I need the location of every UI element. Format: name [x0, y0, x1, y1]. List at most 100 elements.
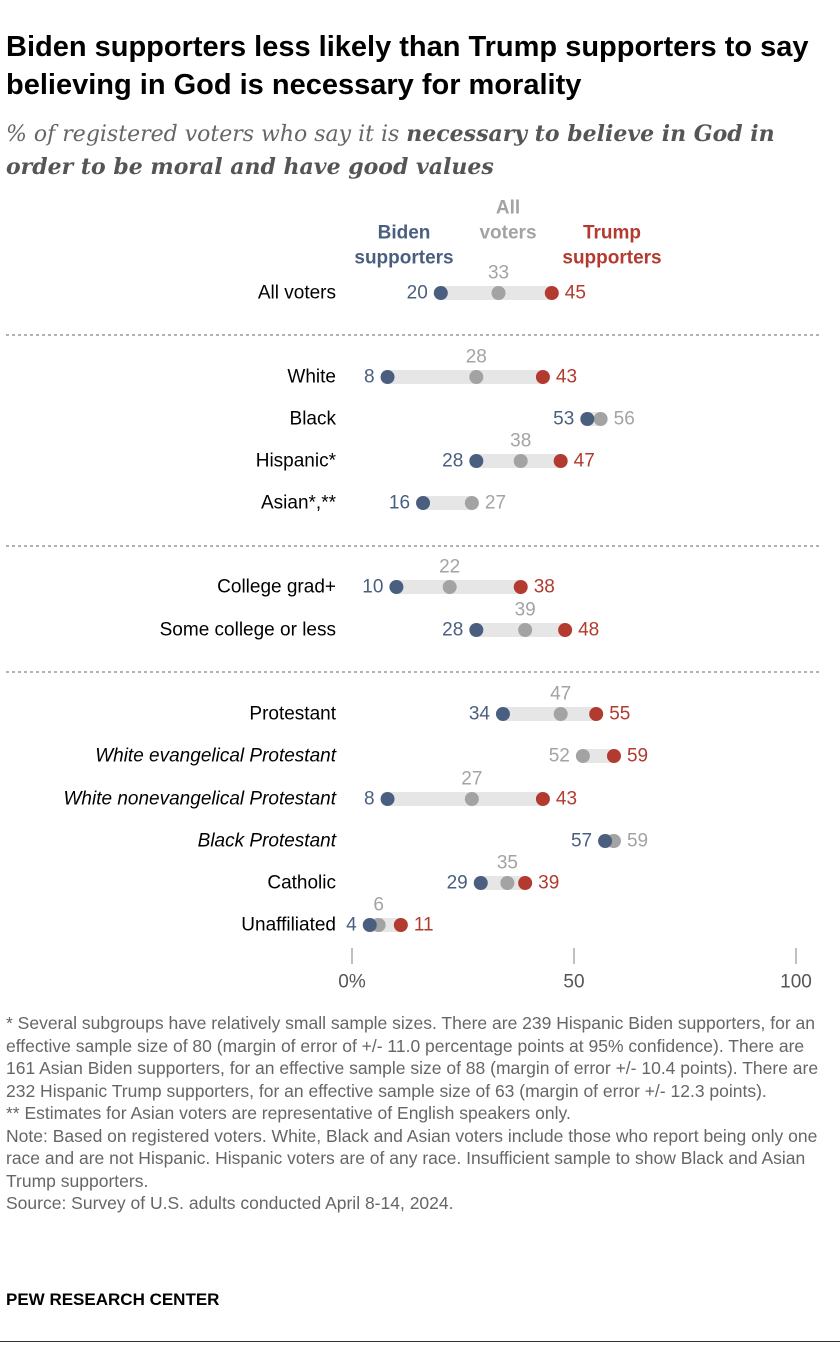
dot-trump-hispanic	[553, 454, 568, 468]
dot-trump-protestant	[589, 707, 604, 721]
dot-trump-unaffiliated	[393, 918, 408, 932]
value-all-catholic: 35	[497, 853, 518, 874]
value-all-college-grad: 22	[439, 557, 460, 578]
row-label-unaffiliated: Unaffiliated	[241, 915, 336, 936]
dot-all-hispanic	[513, 454, 528, 468]
dot-all-all-voters	[491, 286, 506, 300]
row-label-black: Black	[290, 409, 337, 430]
dot-trump-all-voters	[544, 286, 559, 300]
value-biden-college-grad: 10	[362, 577, 383, 598]
value-trump-college-grad: 38	[534, 577, 555, 598]
value-biden-all-voters: 20	[407, 283, 428, 304]
dot-biden-black	[580, 412, 595, 426]
dot-biden-white-nonevangelical-protestant	[380, 792, 395, 806]
dot-all-college-grad	[442, 580, 457, 594]
subtitle-plain: % of registered voters who say it is	[6, 122, 400, 147]
value-all-asian: 27	[485, 493, 506, 514]
value-all-all-voters: 33	[488, 263, 509, 284]
legend-trump-line2: supporters	[562, 248, 661, 269]
row-label-some-college-or-less: Some college or less	[160, 620, 336, 641]
dot-trump-college-grad	[513, 580, 528, 594]
dot-all-asian	[464, 496, 479, 510]
value-all-black: 56	[614, 409, 635, 430]
value-biden-asian: 16	[389, 493, 410, 514]
value-trump-all-voters: 45	[565, 283, 586, 304]
note-general: Note: Based on registered voters. White,…	[6, 1125, 818, 1191]
value-trump-white-evangelical-protestant: 59	[627, 746, 648, 767]
axis-tick-label-50: 50	[563, 972, 584, 993]
row-label-white: White	[287, 367, 336, 388]
dot-trump-some-college-or-less	[558, 623, 573, 637]
dot-biden-white	[380, 370, 395, 384]
axis-tick-label-100: 100	[780, 972, 812, 993]
dot-biden-college-grad	[389, 580, 404, 594]
dot-all-white-nonevangelical-protestant	[464, 792, 479, 806]
value-all-some-college-or-less: 39	[515, 600, 536, 621]
row-label-college-grad: College grad+	[217, 577, 336, 598]
brand-label: PEW RESEARCH CENTER	[6, 1290, 220, 1309]
legend-biden-line2: supporters	[354, 248, 453, 269]
dot-biden-protestant	[495, 707, 510, 721]
dot-biden-unaffiliated	[362, 918, 377, 932]
dot-all-some-college-or-less	[518, 623, 533, 637]
legend-biden-line1: Biden	[378, 223, 431, 244]
value-biden-protestant: 34	[469, 704, 491, 725]
dot-all-white-evangelical-protestant	[575, 749, 590, 763]
value-biden-hispanic: 28	[442, 451, 463, 472]
note-source: Source: Survey of U.S. adults conducted …	[6, 1193, 454, 1213]
subtitle-bold: necessary to believe in God in order to …	[6, 121, 775, 180]
value-trump-some-college-or-less: 48	[578, 620, 599, 641]
value-biden-white-nonevangelical-protestant: 8	[364, 789, 375, 810]
value-all-black-protestant: 59	[627, 831, 648, 852]
row-label-asian: Asian*,**	[261, 493, 337, 514]
dot-biden-hispanic	[469, 454, 484, 468]
value-trump-hispanic: 47	[574, 451, 595, 472]
legend-all-line2: voters	[479, 223, 536, 244]
value-biden-black: 53	[553, 409, 574, 430]
value-biden-white: 8	[364, 367, 375, 388]
dot-biden-all-voters	[433, 286, 448, 300]
dot-biden-catholic	[473, 876, 488, 890]
value-all-white: 28	[466, 347, 487, 368]
value-trump-catholic: 39	[538, 873, 559, 894]
value-biden-some-college-or-less: 28	[442, 620, 463, 641]
dot-trump-catholic	[518, 876, 533, 890]
value-trump-unaffiliated: 11	[414, 915, 434, 936]
value-trump-white-nonevangelical-protestant: 43	[556, 789, 577, 810]
value-trump-protestant: 55	[609, 704, 630, 725]
value-all-white-nonevangelical-protestant: 27	[461, 769, 482, 790]
legend-all-line1: All	[496, 198, 520, 219]
dot-biden-some-college-or-less	[469, 623, 484, 637]
row-label-all-voters: All voters	[258, 283, 336, 304]
value-biden-black-protestant: 57	[571, 831, 592, 852]
dot-all-catholic	[500, 876, 515, 890]
chart-title: Biden supporters less likely than Trump …	[6, 31, 809, 101]
axis-tick-label-0: 0%	[338, 972, 366, 993]
range-bar-white-evangelical-protestant	[582, 749, 614, 763]
value-trump-white: 43	[556, 367, 577, 388]
dot-biden-black-protestant	[598, 834, 613, 848]
range-bar-white	[387, 370, 543, 384]
chart-subtitle: % of registered voters who say it is nec…	[6, 118, 836, 184]
row-label-catholic: Catholic	[267, 873, 336, 894]
dot-all-protestant	[553, 707, 568, 721]
bottom-rule	[0, 1341, 840, 1342]
dot-trump-white-nonevangelical-protestant	[535, 792, 550, 806]
row-label-hispanic: Hispanic*	[256, 451, 337, 472]
value-all-protestant: 47	[550, 684, 571, 705]
dot-trump-white-evangelical-protestant	[606, 749, 621, 763]
dot-plot-chart: Biden supporters All voters Trump supporters A…	[6, 198, 822, 993]
range-bar-asian	[423, 496, 472, 510]
value-biden-unaffiliated: 4	[346, 915, 357, 936]
note-sample-size: * Several subgroups have relatively smal…	[6, 1013, 819, 1101]
legend-trump-line1: Trump	[583, 223, 641, 244]
row-label-black-protestant: Black Protestant	[198, 831, 337, 852]
row-label-protestant: Protestant	[249, 704, 336, 725]
range-bar-protestant	[502, 707, 597, 721]
dot-all-black	[593, 412, 608, 426]
range-bar-college-grad	[396, 580, 521, 594]
chart-notes: * Several subgroups have relatively smal…	[6, 1012, 836, 1215]
note-asian: ** Estimates for Asian voters are repres…	[6, 1103, 571, 1123]
value-all-hispanic: 38	[510, 431, 531, 452]
dot-all-white	[469, 370, 484, 384]
